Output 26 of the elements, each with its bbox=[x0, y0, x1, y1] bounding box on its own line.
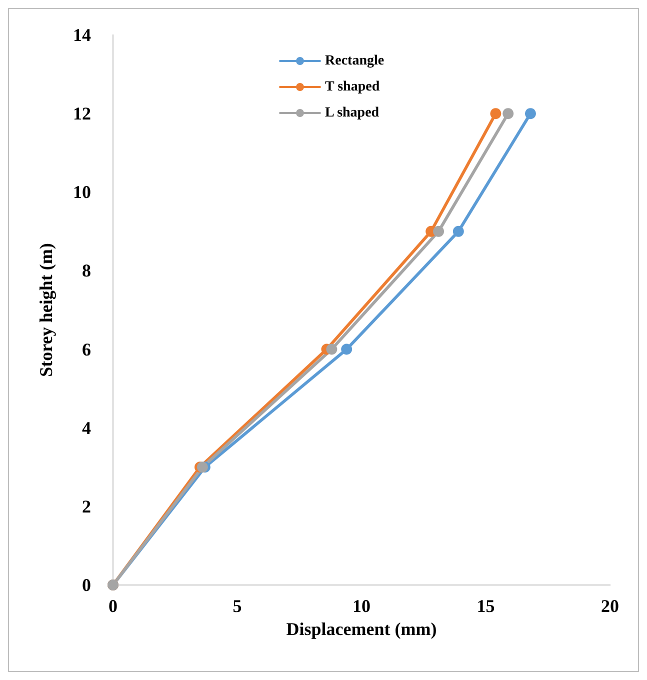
point bbox=[452, 226, 464, 237]
y-tick-label: 14 bbox=[73, 25, 91, 45]
x-tick-label: 0 bbox=[108, 596, 118, 616]
point bbox=[524, 108, 536, 120]
x-tick-label: 20 bbox=[601, 596, 619, 616]
legend-label: L shaped bbox=[325, 106, 380, 120]
point bbox=[502, 108, 514, 120]
y-tick-label: 12 bbox=[73, 104, 91, 124]
x-tick-label: 5 bbox=[232, 596, 242, 616]
y-axis-title: Storey height (m) bbox=[36, 243, 56, 377]
point bbox=[196, 462, 208, 473]
point bbox=[490, 108, 502, 120]
y-tick-label: 6 bbox=[82, 339, 91, 360]
y-tick-label: 8 bbox=[82, 260, 91, 281]
x-tick-label: 10 bbox=[352, 596, 370, 616]
x-tick-label: 15 bbox=[476, 596, 495, 616]
y-tick-label: 2 bbox=[82, 496, 91, 516]
point bbox=[433, 226, 444, 237]
legend-label: Rectangle bbox=[325, 54, 384, 68]
point bbox=[326, 344, 338, 355]
y-tick-label: 4 bbox=[82, 418, 91, 438]
point bbox=[341, 344, 352, 355]
legend-label: T shaped bbox=[325, 80, 380, 94]
y-tick-label: 0 bbox=[82, 575, 91, 595]
y-tick-label: 10 bbox=[73, 182, 91, 202]
x-axis-title: Displacement (mm) bbox=[286, 618, 437, 639]
